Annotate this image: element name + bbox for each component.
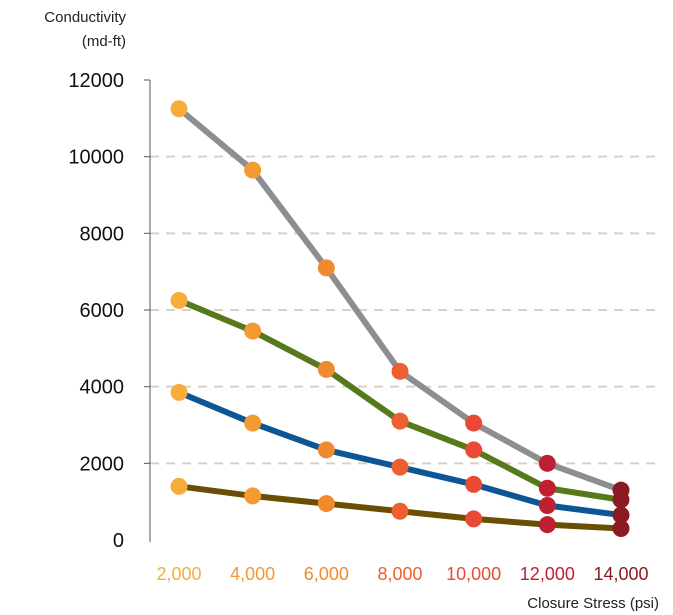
- data-point: [244, 161, 262, 179]
- x-tick-labels: 2,000 4,000 6,000 8,000 10,000 12,000 14,000: [156, 564, 648, 584]
- x-tick-label: 6,000: [304, 564, 349, 584]
- data-point: [317, 495, 335, 513]
- x-tick-label: 4,000: [230, 564, 275, 584]
- data-point: [391, 502, 409, 520]
- data-point: [391, 458, 409, 476]
- data-point: [170, 100, 188, 118]
- y-axis-label: Conductivity (md-ft): [44, 9, 126, 50]
- x-tick-label: 10,000: [446, 564, 501, 584]
- x-tick-label: 8,000: [377, 564, 422, 584]
- y-tick-label: 10000: [68, 147, 124, 169]
- data-point: [170, 383, 188, 401]
- y-axis: [144, 79, 151, 542]
- x-tick-label: 14,000: [593, 564, 648, 584]
- data-point: [538, 454, 556, 472]
- data-point: [170, 291, 188, 309]
- data-point: [391, 362, 409, 380]
- y-axis-label-line: Conductivity: [44, 9, 126, 26]
- data-point: [317, 360, 335, 378]
- data-point: [538, 479, 556, 497]
- data-point: [391, 412, 409, 430]
- x-tick-label: 12,000: [520, 564, 575, 584]
- y-tick-label: 6000: [80, 300, 125, 322]
- data-point: [465, 414, 483, 432]
- data-point: [612, 491, 630, 509]
- gridlines: [150, 155, 655, 465]
- data-point: [538, 497, 556, 514]
- y-axis-label-line: (md-ft): [82, 33, 126, 50]
- data-point: [465, 475, 483, 493]
- data-point: [538, 516, 556, 534]
- x-axis-label: Closure Stress (psi): [527, 595, 659, 612]
- y-tick-label: 8000: [80, 223, 125, 245]
- data-point: [612, 520, 630, 537]
- data-point: [465, 510, 483, 528]
- data-point: [244, 414, 262, 432]
- data-point: [170, 477, 188, 495]
- y-tick-label: 4000: [80, 377, 125, 399]
- data-markers: [170, 100, 630, 537]
- data-point: [612, 506, 630, 524]
- data-point: [244, 487, 262, 505]
- data-point: [465, 441, 483, 459]
- data-point: [244, 322, 262, 340]
- x-tick-label: 2,000: [156, 564, 201, 584]
- y-tick-labels: 0 2000 4000 6000 8000 10000 12000: [68, 70, 124, 552]
- y-tick-label: 12000: [68, 70, 124, 92]
- data-point: [317, 441, 335, 459]
- y-tick-label: 0: [113, 530, 124, 552]
- y-tick-label: 2000: [80, 453, 125, 475]
- data-point: [317, 259, 335, 277]
